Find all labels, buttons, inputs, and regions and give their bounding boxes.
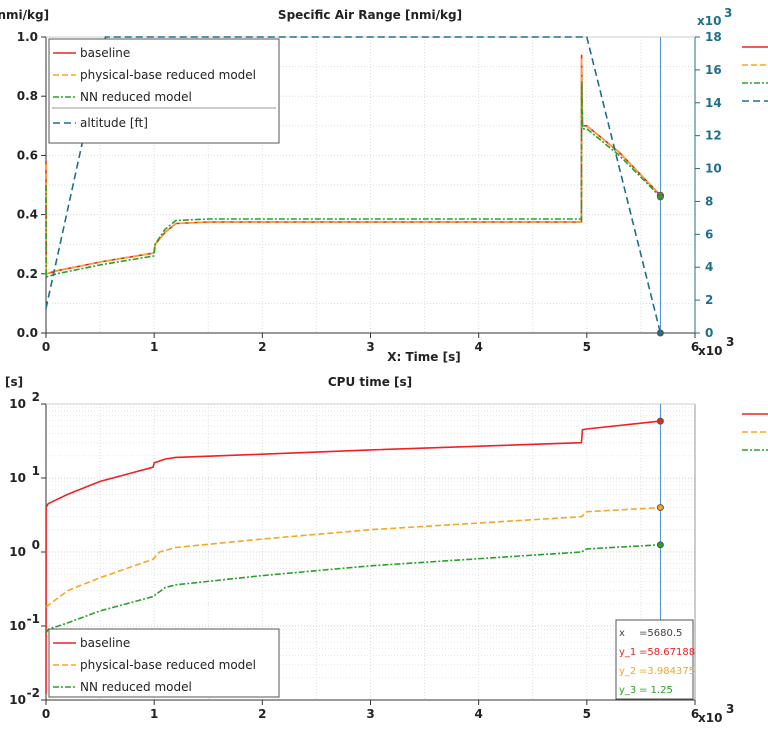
y-axis-label: [s] (5, 375, 23, 389)
readout-label: y_3 (619, 685, 636, 696)
legend-entry: physical-base reduced model (80, 658, 256, 672)
y-tick-label: 10 (9, 619, 26, 633)
readout-value: =58.67188 (639, 647, 695, 658)
y-tick-label: 0.8 (17, 89, 38, 103)
legend[interactable]: baseline physical-base reduced model NN re… (48, 38, 280, 144)
chart-title: CPU time [s] (328, 375, 412, 389)
cursor-marker-nn (656, 193, 664, 201)
x-tick-label: 2 (258, 707, 266, 721)
y2-tick-label: 14 (705, 96, 722, 110)
readout-value: =5680.5 (639, 628, 682, 639)
x-exponent: 3 (726, 335, 734, 349)
cursor-marker-nn (656, 541, 664, 549)
y2-tick-label: 2 (705, 293, 713, 307)
y2-tick-label: 6 (705, 227, 713, 241)
legend-entry: physical-base reduced model (80, 68, 256, 82)
y2-tick-label: 12 (705, 129, 722, 143)
series-line-physical (45, 57, 661, 275)
x-tick-label: 4 (474, 340, 482, 354)
y-tick-label: 0.6 (17, 148, 38, 162)
y-tick-label: 0.4 (17, 208, 38, 222)
legend[interactable]: baseline physical-base reduced model NN re… (48, 628, 280, 698)
y-tick-label: 10 (9, 545, 26, 559)
y-tick-label: 10 (9, 397, 26, 411)
cursor-marker-baseline (656, 417, 664, 425)
y-tick-exponent: 2 (32, 390, 40, 404)
x-tick-label: 1 (150, 340, 158, 354)
x-tick-label: 1 (150, 707, 158, 721)
legend-entry: NN reduced model (80, 90, 192, 104)
x-tick-label: 0 (42, 340, 50, 354)
x-axis-label: X: Time [s] (387, 350, 460, 364)
y-tick-label: 10 (9, 471, 26, 485)
readout-label: x (619, 628, 625, 639)
series-line-baseline (45, 420, 661, 695)
y-tick-exponent: 1 (32, 464, 40, 478)
y2-tick-label: 16 (705, 63, 722, 77)
x-multiplier: x10 (698, 711, 722, 725)
chart-title: Specific Air Range [nmi/kg] (278, 8, 462, 22)
readout-value: =3.984375 (639, 666, 695, 677)
legend-entry: baseline (80, 46, 130, 60)
y-tick-label: 10 (9, 693, 26, 707)
x-multiplier: x10 (698, 344, 722, 358)
y-tick-exponent: 0 (32, 538, 40, 552)
chart-0: 0 1 2 3 4 5 6x1030.00.20.40.60.81.002468101214… (0, 6, 768, 364)
x-tick-label: 2 (258, 340, 266, 354)
y2-tick-label: 10 (705, 162, 722, 176)
y2-tick-label: 4 (705, 260, 713, 274)
series-line-nn (45, 544, 661, 634)
legend-entry: baseline (80, 636, 130, 650)
y-tick-label: 0.0 (17, 326, 38, 340)
x-tick-label: 6 (691, 707, 699, 721)
x-tick-label: 4 (474, 707, 482, 721)
y2-exponent: 3 (724, 6, 732, 20)
readout-label: y_2 (619, 666, 636, 677)
x-exponent: 3 (726, 702, 734, 716)
cursor-marker-altitude (656, 329, 664, 337)
x-tick-label: 3 (366, 340, 374, 354)
series-line-altitude (45, 36, 662, 334)
readout-value: = 1.25 (639, 685, 673, 696)
y2-tick-label: 18 (705, 30, 722, 44)
readout-label: y_1 (619, 647, 636, 658)
legend-entry: NN reduced model (80, 680, 192, 694)
y2-tick-label: 0 (705, 326, 713, 340)
y-tick-label: 1.0 (17, 30, 38, 44)
y-tick-exponent: -2 (27, 686, 40, 700)
series-line-physical (45, 506, 661, 608)
x-tick-label: 3 (366, 707, 374, 721)
cursor-marker-physical (656, 504, 664, 512)
y-tick-exponent: -1 (27, 612, 40, 626)
y2-multiplier: x10 (697, 14, 721, 28)
x-tick-label: 6 (691, 340, 699, 354)
legend-entry: altitude [ft] (80, 116, 148, 130)
x-tick-label: 5 (583, 340, 591, 354)
y-tick-label: 0.2 (17, 267, 38, 281)
x-tick-label: 0 (42, 707, 50, 721)
x-tick-label: 5 (583, 707, 591, 721)
y-axis-label: [nmi/kg] (0, 8, 49, 22)
y2-tick-label: 8 (705, 194, 713, 208)
